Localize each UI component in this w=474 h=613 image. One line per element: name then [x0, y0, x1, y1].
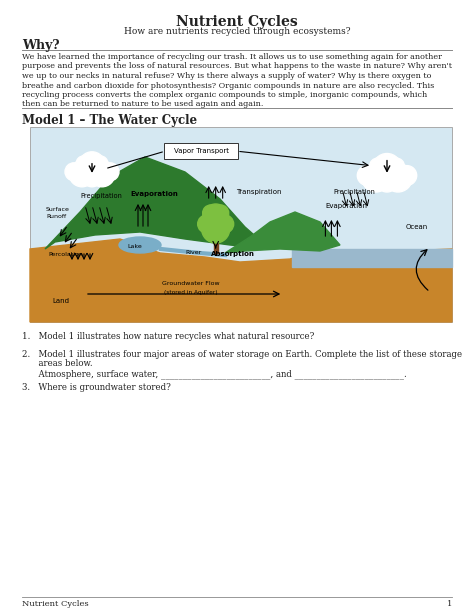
Bar — [30, 127, 452, 322]
Circle shape — [203, 205, 219, 221]
Circle shape — [76, 156, 92, 172]
Text: Precipitation: Precipitation — [334, 189, 376, 196]
Circle shape — [397, 166, 417, 185]
Ellipse shape — [119, 237, 161, 253]
Text: Absorption: Absorption — [210, 251, 255, 257]
Circle shape — [198, 215, 216, 233]
Circle shape — [79, 152, 105, 178]
Text: 1.   Model 1 illustrates how nature recycles what natural resource?: 1. Model 1 illustrates how nature recycl… — [22, 332, 314, 341]
Text: Ocean: Ocean — [406, 224, 428, 230]
Text: Why?: Why? — [22, 39, 60, 52]
Text: River: River — [186, 249, 202, 254]
Text: breathe and carbon dioxide for photosynthesis? Organic compounds in nature are a: breathe and carbon dioxide for photosynt… — [22, 82, 434, 89]
Text: Surface: Surface — [46, 207, 70, 212]
Circle shape — [387, 158, 405, 175]
Circle shape — [65, 163, 83, 181]
Circle shape — [89, 161, 115, 187]
Text: Model 1 – The Water Cycle: Model 1 – The Water Cycle — [22, 114, 197, 127]
Text: Evaporation: Evaporation — [130, 191, 178, 197]
Text: purpose and prevents the loss of natural resources. But what happens to the wast: purpose and prevents the loss of natural… — [22, 63, 452, 70]
Text: Atmosphere, surface water, _________________________, and ______________________: Atmosphere, surface water, _____________… — [22, 369, 407, 379]
Text: Vapor Transport: Vapor Transport — [173, 148, 228, 154]
Text: areas below.: areas below. — [22, 359, 92, 368]
Circle shape — [69, 161, 95, 187]
Circle shape — [369, 158, 387, 175]
Polygon shape — [45, 157, 270, 249]
Circle shape — [373, 153, 401, 182]
Polygon shape — [30, 239, 452, 322]
Circle shape — [203, 204, 228, 230]
Polygon shape — [292, 249, 452, 267]
Text: Transpiration: Transpiration — [236, 189, 281, 195]
Text: Precipitation: Precipitation — [80, 193, 122, 199]
Circle shape — [216, 215, 234, 233]
Circle shape — [362, 164, 390, 192]
Text: Runoff: Runoff — [46, 214, 66, 219]
Text: Nutrient Cycles: Nutrient Cycles — [22, 600, 89, 608]
Text: Lake: Lake — [128, 245, 142, 249]
Text: Nutrient Cycles: Nutrient Cycles — [176, 15, 298, 29]
Text: Groundwater Flow: Groundwater Flow — [162, 281, 219, 286]
Polygon shape — [214, 239, 218, 253]
Text: we up to our necks in natural refuse? Why is there always a supply of water? Why: we up to our necks in natural refuse? Wh… — [22, 72, 431, 80]
Circle shape — [213, 205, 228, 221]
Circle shape — [357, 166, 377, 185]
Text: (stored in Aquifer): (stored in Aquifer) — [164, 290, 217, 295]
Circle shape — [101, 163, 119, 181]
FancyBboxPatch shape — [164, 143, 238, 159]
Text: Land: Land — [52, 298, 69, 304]
Text: recycling process converts the complex organic compounds to simple, inorganic co: recycling process converts the complex o… — [22, 91, 427, 99]
Text: How are nutrients recycled through ecosystems?: How are nutrients recycled through ecosy… — [124, 27, 350, 36]
Text: We have learned the importance of recycling our trash. It allows us to use somet: We have learned the importance of recycl… — [22, 53, 442, 61]
Circle shape — [201, 215, 230, 243]
Text: 3.   Where is groundwater stored?: 3. Where is groundwater stored? — [22, 383, 171, 392]
Polygon shape — [225, 212, 340, 253]
Circle shape — [383, 164, 412, 192]
Text: 1: 1 — [447, 600, 452, 608]
Text: Percolation: Percolation — [48, 252, 83, 257]
Text: Evaporation: Evaporation — [325, 203, 367, 209]
Circle shape — [92, 156, 108, 172]
Text: 2.   Model 1 illustrates four major areas of water storage on Earth. Complete th: 2. Model 1 illustrates four major areas … — [22, 350, 462, 359]
Circle shape — [82, 167, 102, 187]
Text: then can be returned to nature to be used again and again.: then can be returned to nature to be use… — [22, 101, 264, 109]
Circle shape — [376, 170, 398, 192]
